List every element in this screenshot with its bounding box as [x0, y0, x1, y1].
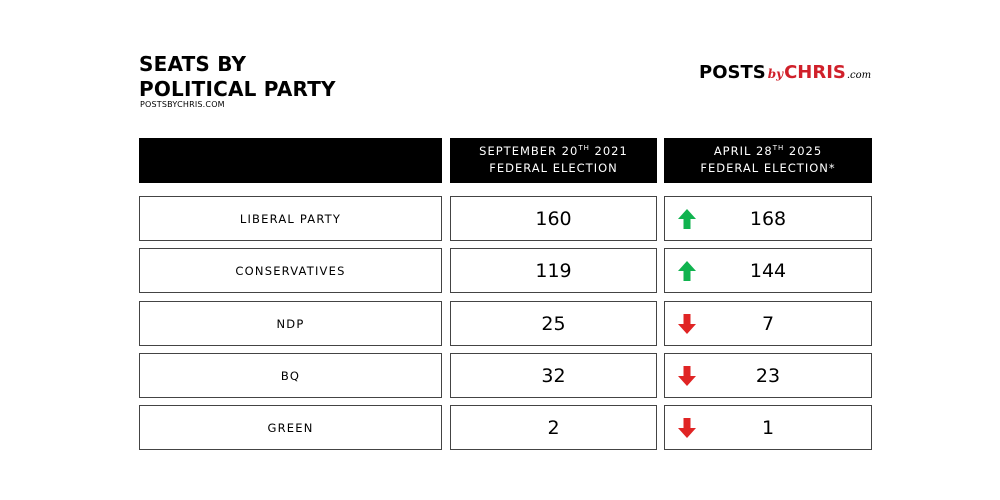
logo-by: by [767, 67, 784, 81]
page-title: SEATS BY POLITICAL PARTY [139, 52, 336, 102]
seats-2025-cell-party-green: 1 [664, 405, 872, 450]
seats-2021-party-liberal-party: 160 [450, 196, 657, 241]
logo-com: .com [846, 70, 872, 81]
header-2025-line2: FEDERAL ELECTION* [700, 161, 836, 175]
header-2021-date: SEPTEMBER 20 [479, 144, 579, 158]
row-label-party-conservatives: CONSERVATIVES [139, 248, 442, 293]
arrow-down-icon-party-green [678, 418, 696, 438]
row-label-party-green: GREEN [139, 405, 442, 450]
title-line-1: SEATS BY [139, 52, 247, 76]
logo-posts: POSTS [699, 62, 766, 83]
header-2025-line1: APRIL 28TH 2025 [664, 143, 872, 160]
header-cell-party [139, 138, 442, 183]
brand-logo: POSTS by CHRIS .com [699, 62, 871, 88]
header-2025-ordinal: TH [772, 144, 785, 152]
seats-2025-cell-party-ndp: 7 [664, 301, 872, 346]
seats-2021-party-green: 2 [450, 405, 657, 450]
row-label-party-ndp: NDP [139, 301, 442, 346]
seats-2025-cell-party-liberal-party: 168 [664, 196, 872, 241]
seats-2025-party-conservatives: 144 [749, 259, 787, 282]
header-cell-2025: APRIL 28TH 2025 FEDERAL ELECTION* [664, 138, 872, 183]
row-label-party-liberal-party: LIBERAL PARTY [139, 196, 442, 241]
row-label-party-bq: BQ [139, 353, 442, 398]
arrow-up-icon-party-conservatives [678, 261, 696, 281]
seats-2021-party-bq: 32 [450, 353, 657, 398]
seats-2021-party-ndp: 25 [450, 301, 657, 346]
header-2021-line1: SEPTEMBER 20TH 2021 [450, 143, 657, 160]
seats-2025-party-green: 1 [761, 416, 775, 439]
arrow-down-icon-party-bq [678, 366, 696, 386]
arrow-up-icon-party-liberal-party [678, 209, 696, 229]
source-subtitle: POSTSBYCHRIS.COM [140, 100, 225, 109]
header-2021-ordinal: TH [578, 144, 590, 152]
header-2025-date: APRIL 28 [713, 144, 773, 158]
header-2021-line2: FEDERAL ELECTION [489, 161, 618, 175]
seats-2025-party-liberal-party: 168 [749, 207, 787, 230]
header-2021-year: 2021 [589, 144, 628, 158]
seats-2025-party-bq: 23 [755, 364, 781, 387]
header-2025-year: 2025 [784, 144, 823, 158]
arrow-down-icon-party-ndp [678, 314, 696, 334]
seats-2021-party-conservatives: 119 [450, 248, 657, 293]
logo-chris: CHRIS [784, 62, 846, 83]
title-line-2: POLITICAL PARTY [139, 77, 336, 101]
header-cell-2021: SEPTEMBER 20TH 2021 FEDERAL ELECTION [450, 138, 657, 183]
seats-2025-party-ndp: 7 [761, 312, 775, 335]
seats-2025-cell-party-bq: 23 [664, 353, 872, 398]
seats-2025-cell-party-conservatives: 144 [664, 248, 872, 293]
